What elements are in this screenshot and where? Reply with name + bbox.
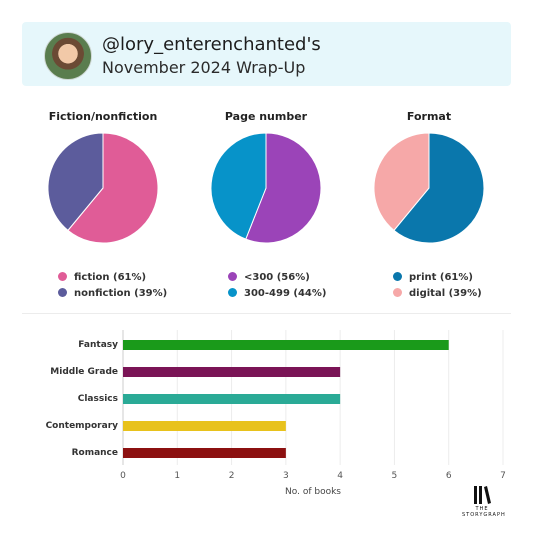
category-label: Romance: [71, 448, 118, 458]
legend-dot-print: [393, 272, 402, 281]
legend-300-499: 300-499 (44%): [228, 288, 326, 299]
legend-label-nonfiction: nonfiction (39%): [74, 288, 168, 299]
pie-title-format: Format: [406, 110, 452, 123]
pie-slice-page-number-1: [210, 132, 267, 240]
legend-label-digital: digital (39%): [409, 288, 482, 299]
category-label: Contemporary: [45, 421, 118, 431]
bar-fantasy: [123, 340, 449, 350]
x-tick-label: 5: [391, 471, 398, 481]
pie-slice-format-1: [373, 132, 430, 232]
category-label: Classics: [77, 394, 118, 404]
legend-digital: digital (39%): [393, 288, 482, 299]
storygraph-logo-icon: [474, 486, 491, 504]
legend-dot-fiction: [58, 272, 67, 281]
x-tick-label: 7: [500, 471, 506, 481]
legend-dot-nonfiction: [58, 288, 67, 297]
legend-dot-300-499: [228, 288, 237, 297]
x-tick-label: 0: [120, 471, 126, 481]
pie-slice-page-number-0: [245, 132, 322, 244]
avatar: [44, 32, 92, 80]
section-divider: [22, 313, 511, 314]
legend-label-fiction: fiction (61%): [74, 272, 147, 283]
pie-slice-format-0: [393, 132, 485, 244]
bar-middle-grade: [123, 367, 341, 377]
bar-romance: [123, 448, 286, 458]
pie-title-fiction: Fiction/nonfiction: [48, 110, 158, 123]
storygraph-brand: THE STORYGRAPH: [462, 484, 506, 518]
bar-contemporary: [123, 421, 286, 431]
username-title: @lory_enterenchanted's: [102, 34, 321, 55]
legend-label-300-499: 300-499 (44%): [244, 288, 327, 299]
storygraph-wordmark: THE STORYGRAPH: [462, 506, 506, 518]
x-tick-label: 4: [337, 471, 343, 481]
bar-classics: [123, 394, 341, 404]
wrap-up-subtitle: November 2024 Wrap-Up: [102, 58, 306, 77]
category-label: Middle Grade: [50, 367, 118, 377]
category-label: Fantasy: [78, 340, 118, 350]
legend-dot-under-300: [228, 272, 237, 281]
x-tick-label: 1: [174, 471, 181, 481]
pie-slice-fiction-0: [67, 132, 159, 244]
header-banner: @lory_enterenchanted's November 2024 Wra…: [22, 22, 511, 86]
legend-under-300: <300 (56%): [228, 272, 310, 283]
x-tick-label: 6: [445, 471, 452, 481]
legend-label-print: print (61%): [409, 272, 473, 283]
legend-label-under-300: <300 (56%): [244, 272, 310, 283]
pie-charts: [47, 132, 485, 244]
legend-dot-digital: [393, 288, 402, 297]
pie-slice-fiction-1: [47, 132, 104, 232]
pie-title-page-number: Page number: [224, 110, 308, 123]
legend-fiction: fiction (61%): [58, 272, 146, 283]
x-axis-label: No. of books: [285, 487, 341, 497]
x-tick-label: 2: [228, 471, 235, 481]
x-tick-label: 3: [283, 471, 289, 481]
legend-print: print (61%): [393, 272, 473, 283]
legend-nonfiction: nonfiction (39%): [58, 288, 167, 299]
